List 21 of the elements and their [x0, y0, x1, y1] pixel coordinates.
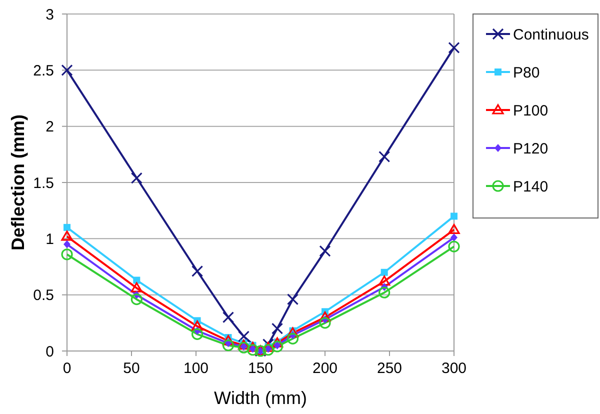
x-tick-label: 50: [123, 360, 140, 377]
legend-label: P80: [513, 64, 540, 82]
legend-label: P100: [513, 102, 548, 120]
legend-label: P140: [513, 178, 548, 196]
x-tick-label: 150: [248, 360, 274, 377]
y-tick-label: 2.5: [33, 62, 54, 80]
legend-label: P120: [513, 140, 548, 158]
y-tick-label: 1: [46, 230, 54, 248]
x-tick-label: 0: [62, 360, 72, 377]
x-tick-label: 300: [441, 360, 467, 377]
x-tick-label: 250: [376, 360, 402, 377]
y-tick-label: 2: [46, 118, 54, 136]
x-tick-label: 200: [312, 360, 338, 377]
y-tick-label: 0: [46, 343, 54, 360]
y-tick-label: 1.5: [33, 174, 54, 192]
legend-label: Continuous: [513, 26, 589, 44]
x-tick-label: 100: [183, 360, 209, 377]
x-axis-title: Width (mm): [214, 388, 307, 408]
y-axis-title: Deflection (mm): [8, 114, 28, 251]
y-tick-label: 0.5: [33, 287, 54, 304]
y-tick-label: 3: [46, 6, 54, 24]
